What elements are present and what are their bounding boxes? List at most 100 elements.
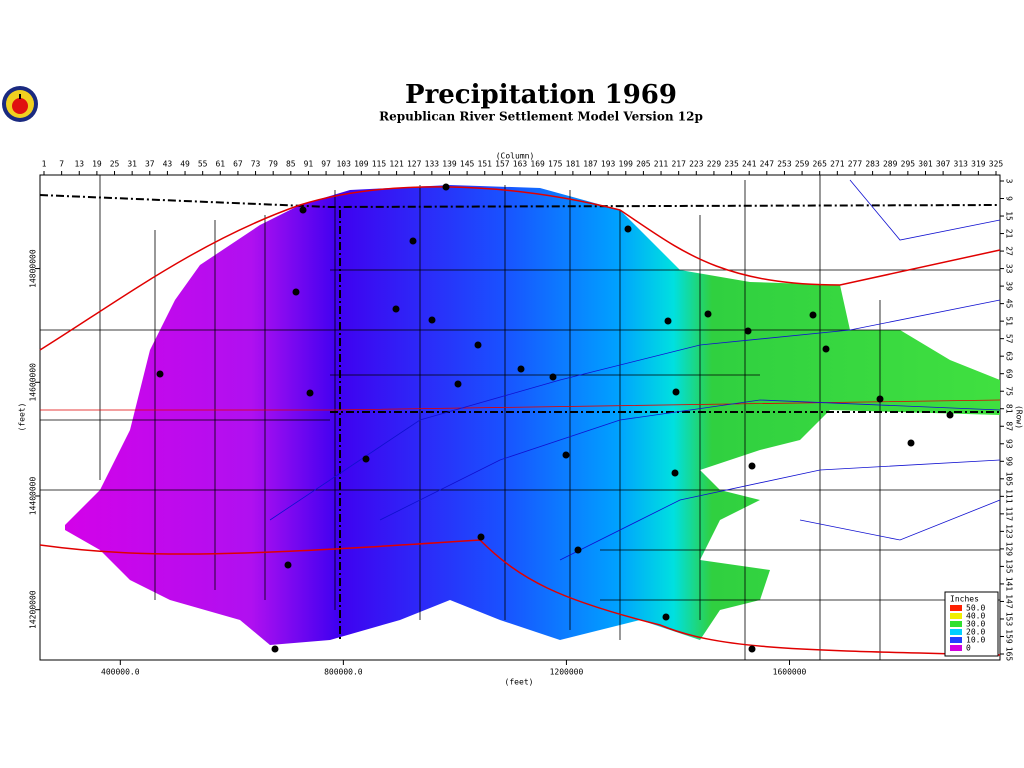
- legend-label: 20.0: [966, 628, 985, 637]
- column-tick-label: 229: [707, 160, 722, 169]
- column-tick-label: 235: [724, 160, 739, 169]
- row-tick-label: 153: [1005, 612, 1014, 627]
- x-tick-label: 1600000: [773, 668, 807, 677]
- y-tick-label: 14800000: [29, 249, 38, 288]
- column-tick-label: 283: [865, 160, 880, 169]
- row-tick-label: 27: [1005, 246, 1014, 256]
- row-tick-label: 45: [1005, 299, 1014, 309]
- column-tick-label: 139: [442, 160, 457, 169]
- legend-swatch: [950, 605, 962, 611]
- legend-title: Inches: [950, 595, 979, 604]
- y-label: (feet): [18, 403, 27, 432]
- legend-swatch: [950, 629, 962, 635]
- column-tick-label: 145: [460, 160, 475, 169]
- column-tick-label: 13: [74, 160, 84, 169]
- column-tick-label: 37: [145, 160, 155, 169]
- row-tick-label: 15: [1005, 211, 1014, 221]
- county-lines: [39, 175, 1001, 660]
- x-label: (feet): [505, 678, 534, 687]
- column-tick-label: 55: [198, 160, 208, 169]
- row-tick-label: 3: [1005, 179, 1014, 184]
- logo: [2, 86, 38, 122]
- y-tick-label: 14200000: [29, 590, 38, 629]
- row-tick-label: 129: [1005, 542, 1014, 557]
- column-tick-label: 199: [619, 160, 634, 169]
- column-tick-label: 169: [530, 160, 545, 169]
- row-label: (Row): [1015, 405, 1024, 429]
- legend-label: 10.0: [966, 636, 985, 645]
- column-tick-label: 319: [971, 160, 986, 169]
- column-tick-label: 91: [304, 160, 314, 169]
- row-tick-label: 93: [1005, 439, 1014, 449]
- column-tick-label: 127: [407, 160, 422, 169]
- column-tick-label: 115: [372, 160, 387, 169]
- column-tick-label: 109: [354, 160, 369, 169]
- map: [39, 174, 1001, 661]
- row-tick-label: 165: [1005, 647, 1014, 662]
- precipitation-field: [65, 185, 1000, 645]
- column-tick-label: 265: [812, 160, 827, 169]
- roads: [39, 186, 1001, 656]
- column-tick-label: 121: [389, 160, 404, 169]
- stations: [156, 183, 954, 653]
- column-tick-label: 43: [163, 160, 173, 169]
- row-tick-label: 147: [1005, 594, 1014, 609]
- column-tick-label: 49: [180, 160, 190, 169]
- title: Precipitation 1969: [405, 80, 677, 110]
- row-tick-label: 57: [1005, 334, 1014, 344]
- column-tick-label: 97: [321, 160, 331, 169]
- row-tick-label: 123: [1005, 524, 1014, 539]
- legend-swatch: [950, 645, 962, 651]
- x-tick-label: 400000.0: [101, 668, 140, 677]
- column-tick-label: 259: [795, 160, 810, 169]
- row-tick-label: 63: [1005, 351, 1014, 361]
- column-tick-label: 133: [425, 160, 440, 169]
- column-tick-label: 7: [59, 160, 64, 169]
- row-tick-label: 21: [1005, 229, 1014, 239]
- row-tick-label: 9: [1005, 196, 1014, 201]
- row-tick-label: 105: [1005, 472, 1014, 487]
- column-tick-label: 61: [215, 160, 225, 169]
- column-tick-label: 19: [92, 160, 102, 169]
- row-tick-label: 33: [1005, 264, 1014, 274]
- row-tick-label: 111: [1005, 489, 1014, 504]
- legend-label: 0: [966, 644, 971, 653]
- column-tick-label: 271: [830, 160, 845, 169]
- column-tick-label: 307: [936, 160, 951, 169]
- y-tick-label: 14600000: [29, 363, 38, 402]
- column-tick-label: 1: [42, 160, 47, 169]
- column-tick-label: 313: [954, 160, 969, 169]
- column-tick-label: 79: [268, 160, 278, 169]
- column-tick-label: 31: [127, 160, 137, 169]
- subtitle: Republican River Settlement Model Versio…: [379, 110, 703, 124]
- legend-label: 40.0: [966, 612, 985, 621]
- column-tick-label: 73: [251, 160, 261, 169]
- column-tick-label: 67: [233, 160, 243, 169]
- legend-swatch: [950, 613, 962, 619]
- column-tick-label: 253: [777, 160, 792, 169]
- column-label: (Column): [496, 152, 535, 161]
- column-tick-label: 103: [336, 160, 351, 169]
- column-tick-label: 289: [883, 160, 898, 169]
- row-tick-label: 69: [1005, 369, 1014, 379]
- row-tick-label: 81: [1005, 404, 1014, 414]
- column-tick-label: 151: [478, 160, 493, 169]
- column-tick-label: 247: [760, 160, 775, 169]
- row-tick-label: 39: [1005, 281, 1014, 291]
- column-tick-label: 157: [495, 160, 510, 169]
- x-tick-label: 800000.0: [324, 668, 363, 677]
- column-tick-label: 301: [918, 160, 933, 169]
- column-tick-label: 205: [636, 160, 651, 169]
- row-tick-label: 75: [1005, 386, 1014, 396]
- row-tick-label: 87: [1005, 421, 1014, 431]
- legend-label: 30.0: [966, 620, 985, 629]
- column-tick-label: 211: [654, 160, 669, 169]
- legend-swatch: [950, 637, 962, 643]
- column-tick-label: 163: [513, 160, 528, 169]
- column-tick-label: 25: [110, 160, 120, 169]
- column-tick-label: 223: [689, 160, 704, 169]
- column-tick-label: 85: [286, 160, 296, 169]
- row-tick-label: 159: [1005, 629, 1014, 644]
